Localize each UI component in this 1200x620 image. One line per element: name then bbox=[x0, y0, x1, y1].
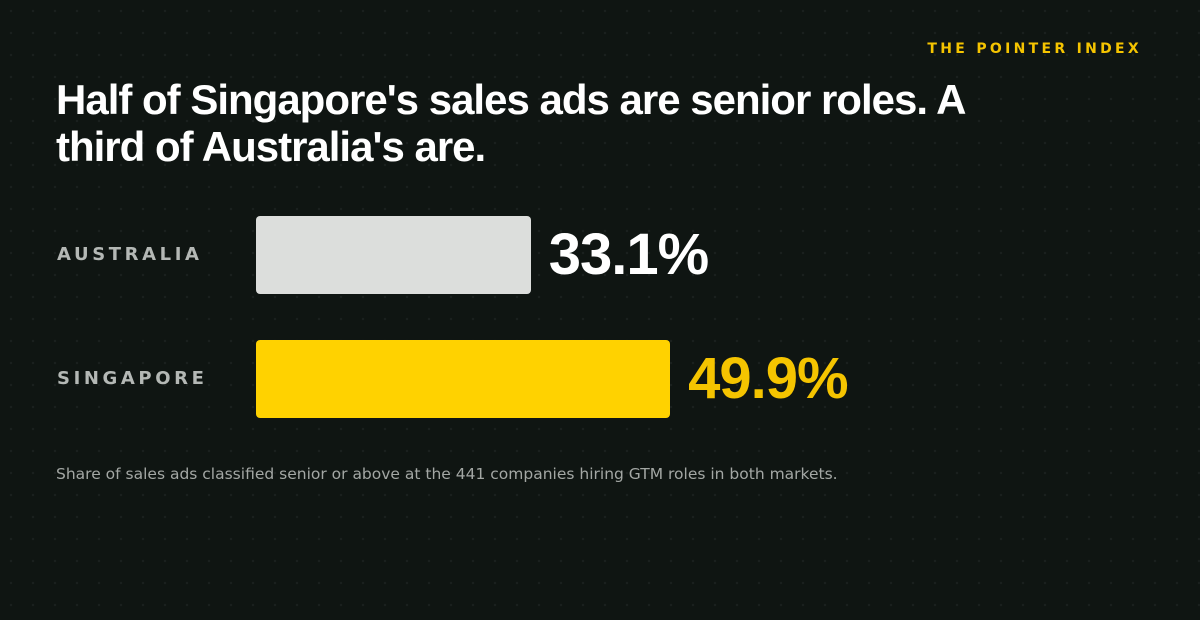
bar bbox=[256, 340, 671, 418]
bar-row-australia: AUSTRALIA 33.1% bbox=[0, 216, 1200, 294]
bar bbox=[256, 216, 531, 294]
category-label: SINGAPORE bbox=[57, 368, 208, 389]
brand-label: THE POINTER INDEX bbox=[927, 41, 1142, 57]
bar-row-singapore: SINGAPORE 49.9% bbox=[0, 340, 1200, 418]
value-label: 49.9% bbox=[688, 346, 848, 411]
chart-title: Half of Singapore's sales ads are senior… bbox=[56, 76, 965, 170]
category-label: AUSTRALIA bbox=[57, 244, 203, 265]
bar-chart: AUSTRALIA 33.1% SINGAPORE 49.9% bbox=[0, 200, 1200, 440]
value-label: 33.1% bbox=[548, 222, 709, 287]
chart-footnote: Share of sales ads classified senior or … bbox=[56, 465, 838, 483]
